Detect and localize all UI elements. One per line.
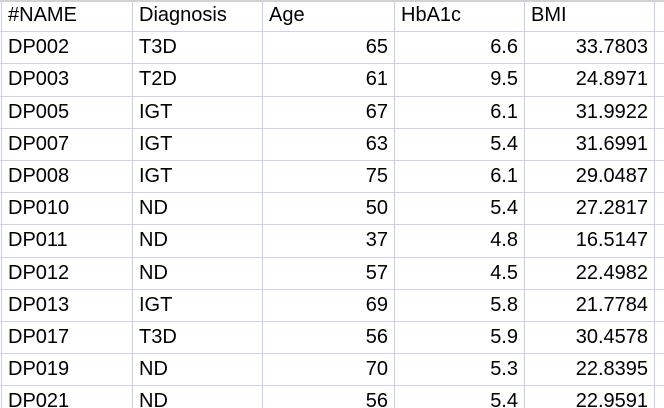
cell-hba1c[interactable]: 6.6	[395, 32, 525, 65]
row-left-margin	[0, 289, 2, 322]
cell-hba1c[interactable]: 9.5	[395, 64, 525, 97]
cell-hba1c[interactable]: 6.1	[395, 96, 525, 129]
cell-bmi[interactable]: 21.7784	[525, 289, 655, 322]
cell-bmi[interactable]: 31.9922	[525, 96, 655, 129]
row-left-margin	[0, 0, 2, 33]
cell-name[interactable]: DP010	[2, 193, 133, 226]
cell-bmi[interactable]: 30.4578	[525, 321, 655, 355]
cell-bmi[interactable]: 33.7803	[525, 32, 655, 65]
cell-hba1c[interactable]: 4.8	[395, 225, 525, 258]
column-header-age[interactable]: Age	[263, 0, 395, 33]
row-left-margin	[0, 257, 2, 290]
cell-diagnosis[interactable]: T3D	[133, 32, 263, 65]
row-left-margin	[0, 160, 2, 194]
cell-bmi[interactable]: 22.8395	[525, 354, 655, 387]
cell-age[interactable]: 56	[263, 386, 395, 408]
cell-name[interactable]: DP008	[2, 160, 133, 194]
cell-bmi[interactable]: 24.8971	[525, 64, 655, 97]
cell-age[interactable]: 37	[263, 225, 395, 258]
cell-age[interactable]: 75	[263, 160, 395, 194]
cell-hba1c[interactable]: 5.4	[395, 193, 525, 226]
row-right-margin	[655, 386, 664, 408]
column-header-bmi[interactable]: BMI	[525, 0, 655, 33]
cell-age[interactable]: 61	[263, 64, 395, 97]
row-right-margin	[655, 321, 664, 355]
cell-age[interactable]: 69	[263, 289, 395, 322]
cell-diagnosis[interactable]: T2D	[133, 64, 263, 97]
cell-bmi[interactable]: 31.6991	[525, 128, 655, 161]
cell-age[interactable]: 67	[263, 96, 395, 129]
row-left-margin	[0, 96, 2, 129]
column-header-hba1c[interactable]: HbA1c	[395, 0, 525, 33]
row-left-margin	[0, 225, 2, 258]
row-right-margin	[655, 257, 664, 290]
row-left-margin	[0, 128, 2, 161]
row-right-margin	[655, 289, 664, 322]
row-right-margin	[655, 225, 664, 258]
cell-name[interactable]: DP017	[2, 321, 133, 355]
row-left-margin	[0, 321, 2, 355]
row-left-margin	[0, 32, 2, 65]
row-right-margin	[655, 354, 664, 387]
cell-diagnosis[interactable]: IGT	[133, 96, 263, 129]
row-left-margin	[0, 354, 2, 387]
cell-hba1c[interactable]: 4.5	[395, 257, 525, 290]
cell-diagnosis[interactable]: IGT	[133, 160, 263, 194]
cell-name[interactable]: DP019	[2, 354, 133, 387]
cell-bmi[interactable]: 22.9591	[525, 386, 655, 408]
cell-diagnosis[interactable]: ND	[133, 354, 263, 387]
row-right-margin	[655, 96, 664, 129]
row-right-margin	[655, 64, 664, 97]
cell-age[interactable]: 70	[263, 354, 395, 387]
cell-bmi[interactable]: 16.5147	[525, 225, 655, 258]
cell-hba1c[interactable]: 6.1	[395, 160, 525, 194]
row-right-margin	[655, 0, 664, 33]
column-header-diagnosis[interactable]: Diagnosis	[133, 0, 263, 33]
cell-age[interactable]: 56	[263, 321, 395, 355]
row-left-margin	[0, 193, 2, 226]
cell-hba1c[interactable]: 5.3	[395, 354, 525, 387]
cell-diagnosis[interactable]: ND	[133, 193, 263, 226]
column-header-name[interactable]: #NAME	[2, 0, 133, 33]
cell-age[interactable]: 50	[263, 193, 395, 226]
cell-bmi[interactable]: 27.2817	[525, 193, 655, 226]
cell-name[interactable]: DP005	[2, 96, 133, 129]
cell-name[interactable]: DP011	[2, 225, 133, 258]
row-left-margin	[0, 386, 2, 408]
cell-diagnosis[interactable]: T3D	[133, 321, 263, 355]
cell-age[interactable]: 57	[263, 257, 395, 290]
row-right-margin	[655, 193, 664, 226]
cell-diagnosis[interactable]: IGT	[133, 128, 263, 161]
cell-age[interactable]: 65	[263, 32, 395, 65]
row-right-margin	[655, 32, 664, 65]
cell-hba1c[interactable]: 5.4	[395, 386, 525, 408]
cell-hba1c[interactable]: 5.9	[395, 321, 525, 355]
cell-name[interactable]: DP013	[2, 289, 133, 322]
cell-bmi[interactable]: 22.4982	[525, 257, 655, 290]
cell-age[interactable]: 63	[263, 128, 395, 161]
cell-diagnosis[interactable]: IGT	[133, 289, 263, 322]
cell-name[interactable]: DP007	[2, 128, 133, 161]
row-right-margin	[655, 128, 664, 161]
cell-name[interactable]: DP003	[2, 64, 133, 97]
cell-diagnosis[interactable]: ND	[133, 225, 263, 258]
cell-name[interactable]: DP021	[2, 386, 133, 408]
cell-diagnosis[interactable]: ND	[133, 257, 263, 290]
top-border-line	[0, 0, 664, 2]
cell-hba1c[interactable]: 5.4	[395, 128, 525, 161]
row-right-margin	[655, 160, 664, 194]
row-left-margin	[0, 64, 2, 97]
cell-diagnosis[interactable]: ND	[133, 386, 263, 408]
cell-name[interactable]: DP002	[2, 32, 133, 65]
cell-bmi[interactable]: 29.0487	[525, 160, 655, 194]
cell-name[interactable]: DP012	[2, 257, 133, 290]
cell-hba1c[interactable]: 5.8	[395, 289, 525, 322]
